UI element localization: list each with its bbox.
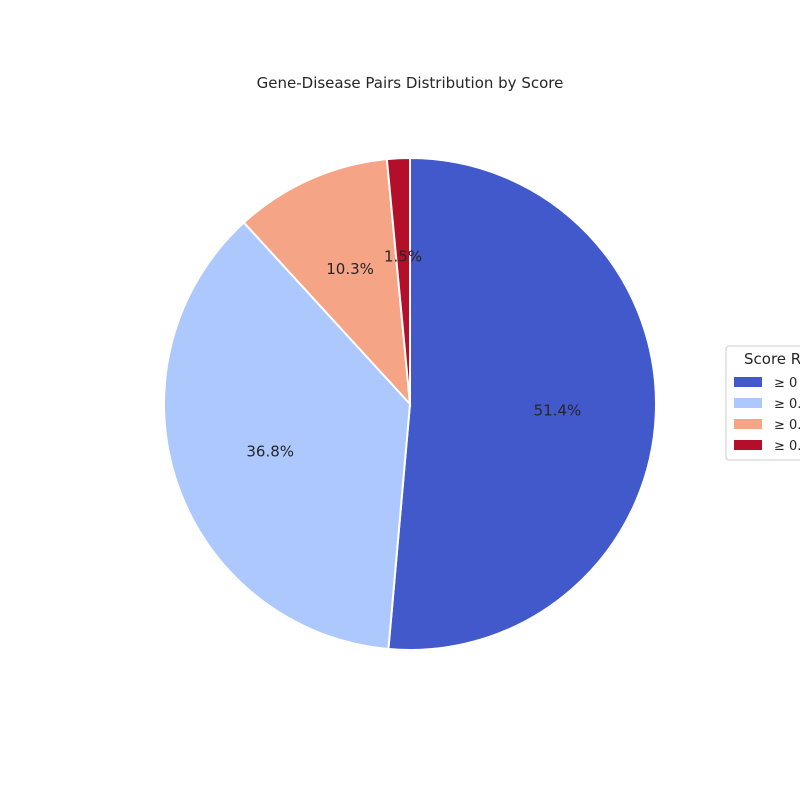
legend: Score R ≥ 0 ≥ 0. ≥ 0. ≥ 0. <box>725 345 800 461</box>
legend-frame <box>725 345 800 461</box>
pie-pct-label-4: 1.5% <box>384 248 422 266</box>
legend-swatch-3 <box>734 419 762 429</box>
pie-slices <box>163 156 657 651</box>
legend-title: Score R <box>744 350 800 368</box>
pie-pct-label-1: 51.4% <box>534 401 582 419</box>
pie-slice-4 <box>385 156 411 405</box>
legend-swatch-4 <box>734 440 762 450</box>
legend-label-2: ≥ 0. <box>774 397 800 412</box>
legend-label-1: ≥ 0 <box>774 376 797 391</box>
pie-pct-label-2: 36.8% <box>246 442 294 460</box>
pie-pct-label-3: 10.3% <box>326 260 374 278</box>
pie-slice-1 <box>387 156 657 651</box>
legend-swatch-1 <box>734 377 762 387</box>
legend-items: ≥ 0 ≥ 0. ≥ 0. ≥ 0. <box>734 376 800 454</box>
legend-swatch-2 <box>734 398 762 408</box>
pie-slice-3 <box>242 158 412 407</box>
pie-pct-labels: 51.4% 36.8% 10.3% 1.5% <box>246 248 581 461</box>
pie-slice-2 <box>163 221 412 651</box>
chart-title: Gene-Disease Pairs Distribution by Score <box>257 74 564 92</box>
legend-label-3: ≥ 0. <box>774 418 800 433</box>
legend-label-4: ≥ 0. <box>774 439 800 454</box>
